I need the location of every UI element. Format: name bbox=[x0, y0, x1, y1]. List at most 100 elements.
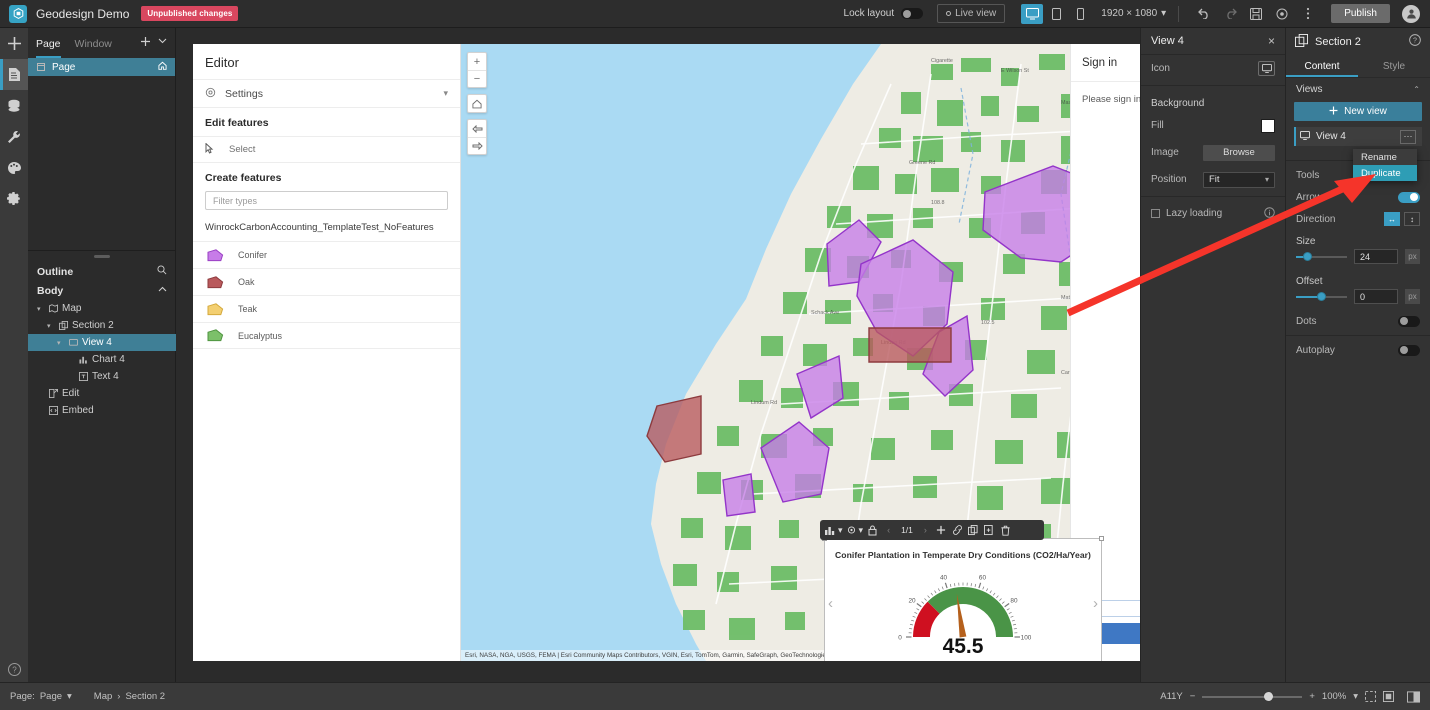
lazy-loading-row[interactable]: Lazy loading bbox=[1141, 200, 1285, 227]
outline-node-edit[interactable]: Edit bbox=[28, 385, 176, 402]
views-heading[interactable]: Views ⌃ bbox=[1286, 78, 1430, 100]
chart-card[interactable]: Conifer Plantation in Temperate Dry Cond… bbox=[822, 536, 1104, 661]
outline-search-icon[interactable] bbox=[157, 265, 167, 278]
offset-value-input[interactable]: 0 bbox=[1354, 289, 1398, 304]
tab-content[interactable]: Content bbox=[1286, 55, 1358, 77]
publish-button[interactable]: Publish bbox=[1331, 4, 1390, 23]
actual-size-icon[interactable] bbox=[1383, 691, 1394, 702]
more-options-icon[interactable] bbox=[1298, 4, 1318, 24]
zoom-in-icon[interactable]: + bbox=[473, 55, 481, 68]
chevron-up-icon[interactable]: ⌃ bbox=[1413, 84, 1420, 94]
outline-node-embed[interactable]: Embed bbox=[28, 402, 176, 419]
chevron-down-icon[interactable]: ▾ bbox=[67, 691, 72, 702]
tab-style[interactable]: Style bbox=[1382, 61, 1406, 72]
chart-type-icon[interactable]: ▾ bbox=[825, 522, 843, 538]
redo-icon[interactable] bbox=[1220, 4, 1240, 24]
select-tool-row[interactable]: Select bbox=[193, 136, 460, 163]
direction-vertical-icon[interactable]: ↕ bbox=[1404, 212, 1420, 226]
info-icon[interactable] bbox=[1264, 206, 1275, 221]
outline-node-chart-4[interactable]: Chart 4 bbox=[28, 351, 176, 368]
mobile-icon[interactable] bbox=[1069, 4, 1091, 24]
feature-type-eucalyptus[interactable]: Eucalyptus bbox=[193, 322, 460, 349]
caret-icon[interactable]: ▾ bbox=[37, 305, 41, 313]
autoplay-toggle[interactable] bbox=[1398, 344, 1420, 356]
tab-page[interactable]: Page bbox=[36, 28, 61, 58]
dots-toggle[interactable] bbox=[1398, 315, 1420, 327]
page-selector[interactable]: Page: Page ▾ bbox=[0, 691, 72, 702]
chevron-down-icon[interactable]: ▾ bbox=[1353, 691, 1358, 702]
chart-prev-arrow-icon[interactable]: ‹ bbox=[828, 595, 833, 612]
size-slider[interactable] bbox=[1296, 252, 1347, 261]
page-list-item[interactable]: Page bbox=[28, 58, 175, 76]
next-extent-icon[interactable] bbox=[468, 137, 486, 154]
prev-extent-icon[interactable] bbox=[468, 120, 486, 137]
breadcrumb-item-section[interactable]: Section 2 bbox=[125, 691, 166, 702]
home-page-icon[interactable] bbox=[158, 61, 167, 73]
zoom-out-icon[interactable]: − bbox=[1189, 691, 1196, 702]
chart-delete-icon[interactable] bbox=[999, 522, 1012, 538]
caret-icon[interactable]: ▾ bbox=[47, 322, 51, 330]
chart-next-icon[interactable]: › bbox=[923, 525, 927, 535]
tab-window[interactable]: Window bbox=[74, 38, 112, 50]
context-menu-rename[interactable]: Rename bbox=[1361, 151, 1397, 163]
arrows-toggle[interactable] bbox=[1398, 191, 1420, 203]
position-select[interactable]: Fit ▾ bbox=[1203, 171, 1275, 188]
chart-lock-icon[interactable] bbox=[866, 522, 879, 538]
browse-button[interactable]: Browse bbox=[1203, 144, 1275, 161]
lazy-loading-checkbox[interactable] bbox=[1151, 209, 1160, 218]
panel-resize-handle[interactable] bbox=[94, 255, 110, 258]
filter-types-input[interactable]: Filter types bbox=[205, 191, 448, 210]
resolution-selector[interactable]: 1920 × 1080 ▾ bbox=[1101, 8, 1166, 19]
feature-type-conifer[interactable]: Conifer bbox=[193, 241, 460, 268]
chevron-up-icon[interactable] bbox=[158, 285, 167, 297]
zoom-in-icon[interactable]: + bbox=[1309, 691, 1315, 702]
pages-icon[interactable] bbox=[0, 59, 28, 90]
theme-palette-icon[interactable] bbox=[0, 152, 28, 183]
a11y-label[interactable]: A11Y bbox=[1160, 691, 1183, 702]
chart-duplicate-icon[interactable] bbox=[983, 522, 996, 538]
chart-link-icon[interactable] bbox=[951, 522, 964, 538]
tools-wrench-icon[interactable] bbox=[0, 121, 28, 152]
live-view-button[interactable]: Live view bbox=[937, 4, 1006, 23]
view-list-item[interactable]: View 4 ⋯ bbox=[1294, 127, 1422, 146]
chart-prev-icon[interactable]: ‹ bbox=[887, 525, 891, 535]
add-page-icon[interactable] bbox=[140, 36, 151, 50]
fill-color-swatch[interactable] bbox=[1261, 118, 1275, 133]
direction-horizontal-icon[interactable]: ↔ bbox=[1384, 212, 1400, 226]
lock-layout-toggle[interactable] bbox=[901, 8, 924, 19]
size-slider-knob[interactable] bbox=[1302, 252, 1312, 261]
settings-icon[interactable] bbox=[0, 183, 28, 214]
size-value-input[interactable]: 24 bbox=[1354, 249, 1398, 264]
split-view-icon[interactable] bbox=[1407, 690, 1420, 703]
context-menu-duplicate[interactable]: Duplicate bbox=[1353, 165, 1417, 181]
resize-handle-ne[interactable] bbox=[1099, 536, 1104, 541]
add-icon[interactable] bbox=[0, 28, 28, 59]
outline-node-text-4[interactable]: Text 4 bbox=[28, 368, 176, 385]
offset-slider[interactable] bbox=[1296, 292, 1347, 301]
breadcrumb-item-map[interactable]: Map bbox=[93, 691, 113, 702]
outline-node-section-2[interactable]: ▾ Section 2 bbox=[28, 317, 176, 334]
chevron-down-icon[interactable]: ▾ bbox=[443, 88, 448, 98]
outline-node-map[interactable]: ▾ Map bbox=[28, 300, 176, 317]
avatar[interactable] bbox=[1402, 4, 1420, 23]
new-view-button[interactable]: New view bbox=[1294, 102, 1422, 121]
caret-icon[interactable]: ▾ bbox=[57, 339, 61, 347]
chart-theme-icon[interactable]: ▾ bbox=[846, 522, 863, 538]
home-icon[interactable] bbox=[468, 95, 486, 112]
help-icon[interactable]: ? bbox=[0, 663, 28, 676]
data-icon[interactable] bbox=[0, 90, 28, 121]
chart-next-arrow-icon[interactable]: › bbox=[1093, 595, 1098, 612]
close-icon[interactable]: × bbox=[1267, 34, 1275, 48]
feature-type-teak[interactable]: Teak bbox=[193, 295, 460, 322]
settings-gear-icon[interactable] bbox=[1272, 4, 1292, 24]
outline-body-row[interactable]: Body bbox=[28, 282, 176, 300]
offset-slider-knob[interactable] bbox=[1317, 292, 1326, 301]
help-icon[interactable]: ? bbox=[1409, 34, 1421, 49]
view-item-menu-icon[interactable]: ⋯ bbox=[1400, 129, 1416, 144]
zoom-slider-knob[interactable] bbox=[1264, 692, 1274, 701]
desktop-icon[interactable] bbox=[1021, 3, 1044, 24]
fit-screen-icon[interactable] bbox=[1365, 691, 1376, 702]
zoom-slider[interactable] bbox=[1202, 692, 1303, 701]
zoom-out-icon[interactable]: − bbox=[468, 70, 486, 87]
view-icon-picker[interactable] bbox=[1258, 61, 1275, 76]
